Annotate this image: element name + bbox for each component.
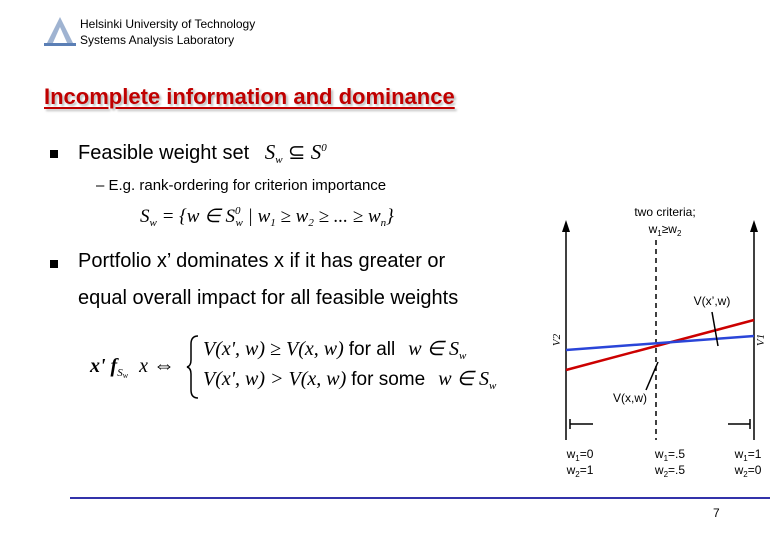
tick-label-2-line2: w2=0 (734, 463, 762, 479)
chart-title: two criteria; (634, 205, 695, 219)
rank-ordering-formula: Sw = {w ∈ S0w | w1 ≥ w2 ≥ ... ≥ wn} (140, 205, 394, 229)
right-axis-arrow-icon (750, 220, 758, 232)
f1-s2: 2 (308, 217, 314, 229)
page-number: 7 (713, 506, 720, 520)
chart-subtitle: w1≥w2 (648, 222, 682, 238)
f1-sn: n (380, 217, 387, 229)
series-label-pointer-vx (645, 361, 659, 391)
slide-title: Incomplete information and dominance (44, 84, 455, 109)
series-layer (565, 318, 755, 372)
row1-set: w ∈ S (408, 338, 459, 360)
f1-close: } (386, 206, 394, 227)
f2-lhs-subsub: w (122, 371, 129, 380)
series-label-vxprime: V(x’,w) (694, 294, 731, 308)
row1-expr: V(x', w) ≥ V(x, w) (203, 338, 344, 360)
series-line-0 (565, 318, 755, 372)
formula-sub-w: w (275, 154, 283, 166)
f1-sub-w: w (235, 217, 243, 229)
tick-label-0-line1: w1=0 (566, 447, 594, 463)
formula-s0: S (310, 140, 322, 164)
dominance-chart: two criteria; w1≥w2 V2 V1 V(x’,w) V(x,w)… (551, 205, 767, 479)
series-label-pointer-vxprime (711, 311, 719, 347)
row1-keyword: for all (348, 339, 396, 360)
axis-label-v1: V1 (755, 334, 767, 346)
bullet-feasible-weight-set: Feasible weight set Sw ⊆ S0 (78, 140, 327, 166)
tick-label-2-line1: w1=1 (734, 447, 762, 463)
axis-label-v2: V2 (551, 333, 563, 346)
f1-rest: | w (242, 206, 271, 227)
row2-expr: V(x', w) > V(x, w) (203, 368, 347, 390)
dominance-row-all: V(x', w) ≥ V(x, w) for all w ∈ Sw (203, 336, 466, 362)
formula-sup-0: 0 (321, 142, 327, 154)
formula-subset: ⊆ (287, 140, 306, 164)
row2-sub: w (488, 380, 497, 392)
f1-ge2: ≥ ... ≥ w (313, 206, 381, 227)
series-line-1 (565, 334, 755, 352)
bullet-text: Feasible weight set (78, 142, 250, 164)
f2-equivalence-arrow: ⇔ (152, 352, 175, 377)
row1-sub: w (459, 350, 467, 362)
footer-rule (70, 497, 770, 499)
formula-s: S (264, 140, 276, 164)
org-line-1: Helsinki University of Technology (80, 17, 256, 31)
f1-lhs-sub: w (149, 217, 157, 229)
bullet-square-icon (50, 150, 58, 158)
brace-icon (186, 335, 199, 399)
f2-lhs-sub: S (117, 367, 123, 379)
university-logo-icon (42, 13, 78, 49)
f1-lhs: S (140, 206, 150, 227)
f2-lhs: x' f (90, 355, 118, 377)
tick-label-1-line2: w2=.5 (654, 463, 685, 479)
bullet-portfolio-dominates-line2: equal overall impact for all feasible we… (78, 287, 459, 309)
tick-label-0-line2: w2=1 (566, 463, 594, 479)
dominance-lhs: x' fSw x ⇔ (90, 352, 175, 380)
row2-set: w ∈ S (438, 368, 489, 390)
f1-sup0: 0 (235, 205, 241, 217)
left-axis-arrow-icon (562, 220, 570, 232)
weight-set-formula: Sw ⊆ S0 (264, 140, 327, 166)
f2-x: x (139, 355, 148, 377)
bullet-portfolio-dominates-line1: Portfolio x’ dominates x if it has great… (78, 250, 446, 272)
series-label-vx: V(x,w) (613, 391, 647, 405)
tick-label-1-line1: w1=.5 (654, 447, 685, 463)
organization-name: Helsinki University of Technology System… (80, 16, 255, 48)
org-line-2: Systems Analysis Laboratory (80, 33, 235, 47)
bullet-square-icon (50, 260, 58, 268)
f1-eq: = {w ∈ S (156, 206, 235, 227)
row2-keyword: for some (351, 369, 426, 390)
dominance-row-some: V(x', w) > V(x, w) for some w ∈ Sw (203, 366, 496, 392)
f1-ge1: ≥ w (275, 206, 309, 227)
f1-s1: 1 (270, 217, 276, 229)
sub-item-rank-ordering: – E.g. rank-ordering for criterion impor… (96, 177, 387, 194)
